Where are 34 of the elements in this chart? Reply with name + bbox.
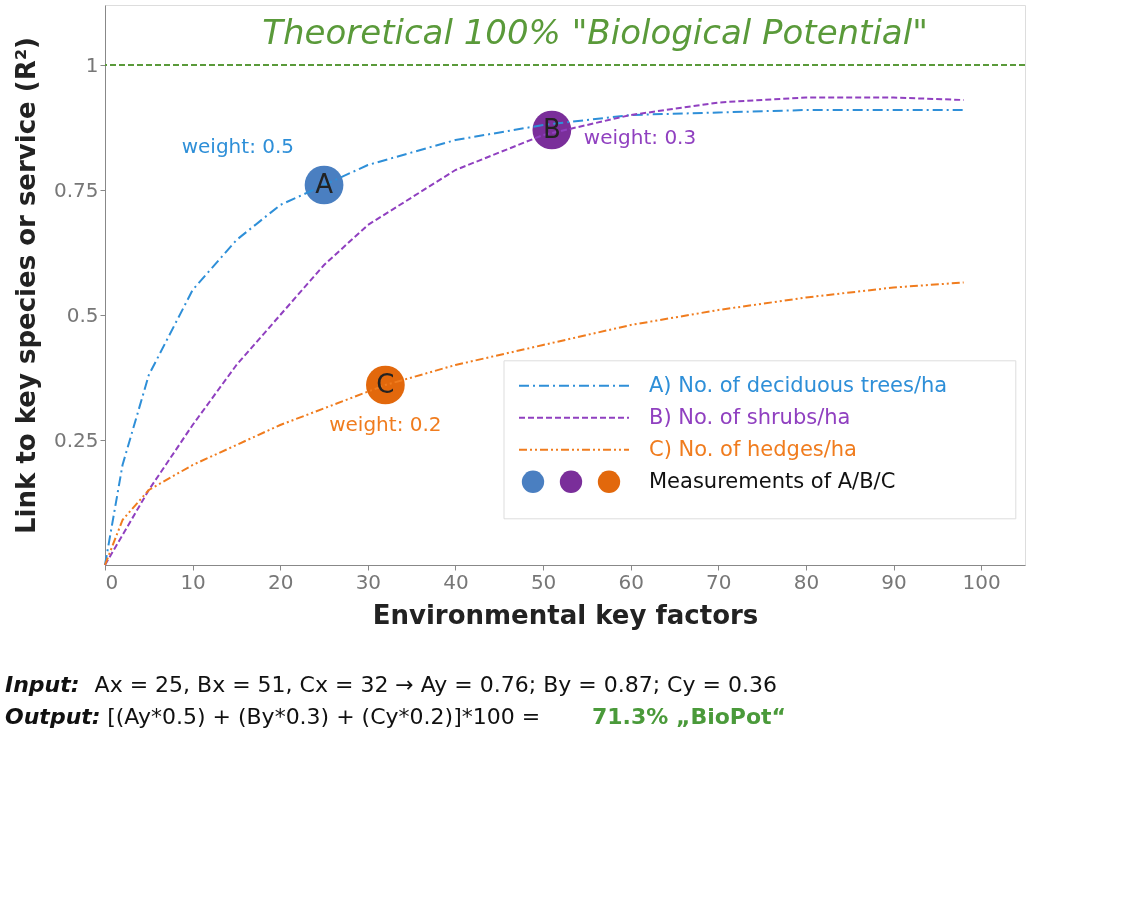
- text: Output:: [5, 704, 101, 729]
- x-tick-label: 80: [793, 569, 820, 594]
- annotation: weight: 0.2: [329, 412, 442, 436]
- x-tick-label: 0: [105, 569, 119, 594]
- y-tick-label: 0.5: [66, 302, 99, 327]
- x-tick-label: 70: [706, 569, 732, 594]
- annotation: weight: 0.5: [181, 134, 295, 158]
- text: B) No. of shrubs/ha: [649, 404, 851, 429]
- annotation: weight: 0.3: [583, 125, 697, 149]
- x-axis-title: Environmental key factors: [372, 599, 759, 630]
- x-tick-label: 10: [180, 569, 206, 594]
- annotation: A: [315, 169, 334, 199]
- x-tick-label: 20: [268, 569, 294, 594]
- legend-label: Measurements of A/B/C: [649, 468, 896, 493]
- y-tick-label: 0.25: [53, 427, 99, 452]
- x-tick-label: 50: [530, 569, 557, 594]
- text: C) No. of hedges/ha: [649, 436, 857, 461]
- x-tick-label: 60: [618, 569, 644, 594]
- y-tick-label: 1: [85, 52, 99, 77]
- text: Input:: [5, 672, 80, 697]
- x-tick-label: 90: [881, 569, 907, 594]
- x-tick-label: 40: [443, 569, 469, 594]
- y-axis-title: Link to key species or service (R²): [10, 37, 41, 534]
- annotation: C: [376, 369, 395, 399]
- text: Ax = 25, Bx = 51, Cx = 32 → Ay = 0.76; By = 0.87; Cy = 0.36: [94, 672, 777, 697]
- y-tick-label: 0.75: [53, 177, 99, 202]
- text: [(Ay*0.5) + (By*0.3) + (Cy*0.2)]*100 =: [107, 704, 541, 729]
- line-series: [104, 281, 965, 566]
- text: 71.3% „BioPot“: [592, 704, 787, 729]
- x-tick-label: 30: [355, 569, 382, 594]
- annotation: B: [542, 114, 561, 144]
- x-tick-label: 100: [962, 569, 1001, 594]
- text: A) No. of deciduous trees/ha: [649, 372, 948, 397]
- ref-line-label: Theoretical 100% "Biological Potential": [262, 12, 928, 52]
